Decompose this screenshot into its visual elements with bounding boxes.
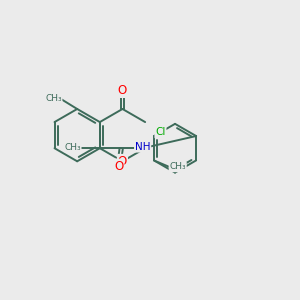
Text: O: O [118,155,127,168]
Text: Cl: Cl [155,128,166,137]
Text: O: O [114,160,124,172]
Text: CH₃: CH₃ [64,142,81,152]
Text: O: O [118,84,127,97]
Text: CH₃: CH₃ [45,94,62,103]
Text: NH: NH [135,142,150,152]
Text: CH₃: CH₃ [169,162,186,171]
